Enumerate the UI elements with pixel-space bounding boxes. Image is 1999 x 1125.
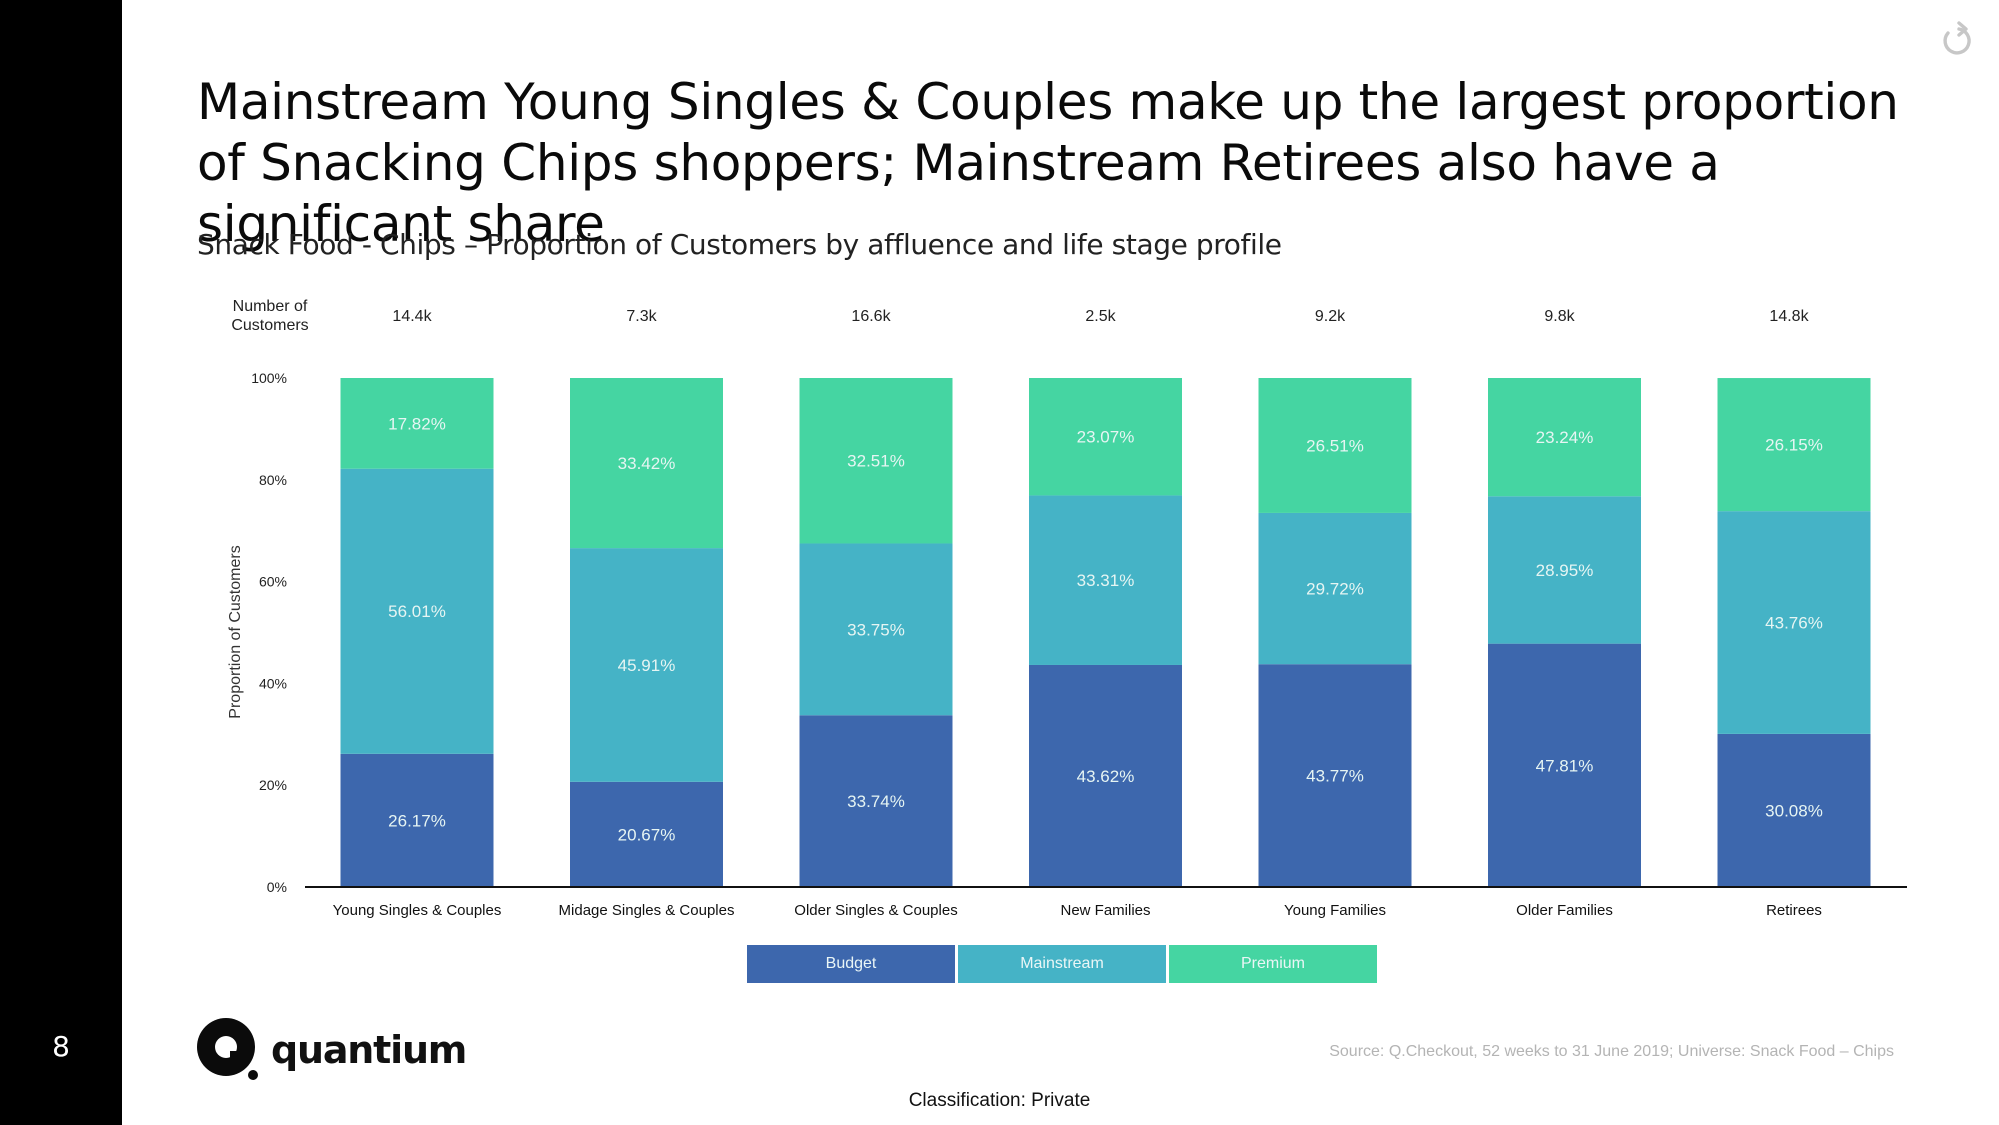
bar-segment-budget (799, 715, 953, 887)
slide-title: Mainstream Young Singles & Couples make … (197, 73, 1899, 253)
bar-segment-premium (1258, 378, 1412, 513)
x-tick-label: Young Families (1284, 902, 1386, 919)
x-tick-label: Retirees (1766, 902, 1822, 919)
bar-segment-mainstream (570, 548, 723, 782)
data-label: 33.74% (847, 792, 905, 811)
x-tick-label: Young Singles & Couples (333, 902, 502, 919)
y-tick-label: 40% (259, 675, 287, 691)
customer-count-label: Number of (233, 298, 308, 315)
bar-segment-premium (340, 378, 494, 469)
x-tick-label: Midage Singles & Couples (559, 902, 735, 919)
customer-count-value: 14.4k (392, 308, 432, 325)
bar-segment-budget (1488, 643, 1641, 887)
data-label: 43.62% (1077, 767, 1135, 786)
bar-segment-mainstream (1258, 512, 1412, 665)
bar-segment-premium (1488, 378, 1641, 497)
data-label: 23.07% (1077, 428, 1135, 447)
data-label: 33.75% (847, 620, 905, 639)
chart-legend: Budget Mainstream Premium (747, 945, 1377, 983)
y-tick-label: 80% (259, 472, 287, 488)
y-tick-label: 20% (259, 777, 287, 793)
bar-segment-premium (1717, 378, 1871, 512)
quantium-logo-icon (197, 1018, 258, 1080)
bar-segment-mainstream (1029, 495, 1182, 665)
customer-count-value: 7.3k (626, 308, 657, 325)
reset-icon[interactable] (1935, 20, 1979, 64)
customer-count-value: 2.5k (1085, 308, 1116, 325)
x-tick-label: Older Singles & Couples (794, 902, 957, 919)
x-tick-label: Older Families (1516, 902, 1613, 919)
quantium-logo: quantium (197, 1018, 467, 1082)
customer-count-value: 9.8k (1544, 308, 1575, 325)
data-label: 26.15% (1765, 436, 1823, 455)
x-tick-label: New Families (1060, 902, 1150, 919)
bar-segment-premium (799, 378, 953, 544)
data-label: 26.17% (388, 811, 446, 830)
bar-segment-budget (1258, 664, 1412, 887)
data-label: 47.81% (1536, 756, 1594, 775)
source-note: Source: Q.Checkout, 52 weeks to 31 June … (1329, 1043, 1894, 1060)
bar-segment-budget (1029, 664, 1182, 887)
bar-segment-mainstream (1717, 511, 1871, 734)
classification-label: Classification: Private (908, 1090, 1091, 1111)
customer-count-label: Customers (231, 317, 308, 334)
bar-segment-premium (570, 378, 723, 549)
y-tick-label: 0% (267, 879, 287, 895)
legend-item-mainstream: Mainstream (958, 945, 1166, 983)
y-tick-label: 60% (259, 574, 287, 590)
bar-segment-mainstream (799, 543, 953, 716)
data-label: 26.51% (1306, 436, 1364, 455)
data-label: 20.67% (618, 825, 676, 844)
data-label: 33.31% (1077, 571, 1135, 590)
bar-segment-premium (1029, 378, 1182, 496)
chart-subtitle: Snack Food - Chips – Proportion of Custo… (197, 228, 1282, 261)
bar-segment-budget (1717, 733, 1871, 887)
data-label: 32.51% (847, 452, 905, 471)
bar-segment-mainstream (1488, 496, 1641, 644)
bar-segment-budget (340, 753, 494, 887)
data-label: 43.77% (1306, 767, 1364, 786)
bar-segment-budget (570, 781, 723, 887)
customer-count-value: 14.8k (1769, 308, 1809, 325)
page-number: 8 (52, 1030, 70, 1063)
data-label: 43.76% (1765, 614, 1823, 633)
left-sidebar-bar (0, 0, 122, 1125)
data-label: 45.91% (618, 656, 676, 675)
data-label: 23.24% (1536, 428, 1594, 447)
legend-item-premium: Premium (1169, 945, 1377, 983)
data-label: 17.82% (388, 414, 446, 433)
data-label: 56.01% (388, 602, 446, 621)
y-axis-label: Proportion of Customers (227, 545, 244, 718)
data-label: 28.95% (1536, 561, 1594, 580)
data-label: 30.08% (1765, 801, 1823, 820)
bar-segment-mainstream (340, 468, 494, 754)
logo-wordmark: quantium (271, 1028, 467, 1072)
customer-count-value: 9.2k (1315, 308, 1346, 325)
data-label: 33.42% (618, 454, 676, 473)
data-label: 29.72% (1306, 580, 1364, 599)
legend-item-budget: Budget (747, 945, 955, 983)
y-tick-label: 100% (251, 370, 287, 386)
customer-count-value: 16.6k (851, 308, 891, 325)
